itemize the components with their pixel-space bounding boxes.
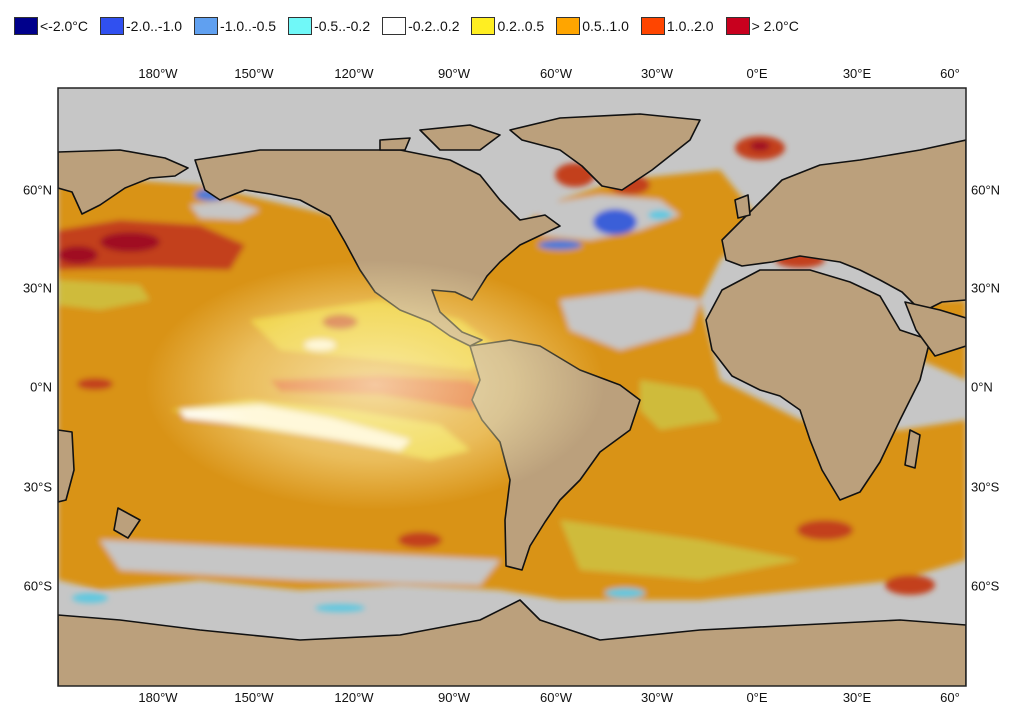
lon-tick: 30°W [641,690,673,705]
lon-tick: 120°W [334,690,374,705]
lat-tick: 30°N [971,280,1001,296]
legend-label: -1.0..-0.5 [220,18,277,34]
legend-swatch [640,17,665,35]
lon-tick: 150°W [234,690,274,705]
legend-item: -2.0..-1.0 [100,17,182,35]
legend-item: -0.5..-0.2 [288,17,370,35]
lon-tick: 180°W [138,66,178,81]
legend-label: 0.5..1.0 [582,18,629,34]
lat-tick: 60°N [22,182,52,198]
legend-swatch [14,17,38,35]
land-eurasia [721,139,966,313]
legend-swatch [556,17,581,35]
lon-tick: 30°E [842,690,872,705]
land-arabia [904,301,966,357]
lat-tick: 60°S [23,578,52,594]
legend-item: 0.2..0.5 [471,17,544,35]
legend-item: 1.0..2.0 [640,17,714,35]
lon-tick: 150°W [234,66,274,81]
legend-swatch [725,17,750,35]
lat-tick: 30°S [971,479,1000,495]
land-greenland [509,113,701,191]
lon-tick: 60°W [540,66,572,81]
lat-tick: 30°N [22,280,52,296]
land-antarctica [58,599,966,686]
legend-label: > 2.0°C [751,18,799,34]
map-frame [57,87,967,687]
land-africa [705,269,931,501]
legend-label: -0.5..-0.2 [314,18,371,34]
legend-item: -1.0..-0.5 [194,17,276,35]
lat-tick: 0°N [30,379,52,395]
legend-label: -0.2..0.2 [408,18,460,34]
land-australia [58,429,75,503]
land-new-zealand [113,507,141,539]
land-british-isles [734,194,751,219]
highlight-glow [145,260,605,510]
lon-tick: 90°W [438,66,470,81]
lat-tick: 60°N [971,182,1001,198]
legend: <-2.0°C -2.0..-1.0 -1.0..-0.5 -0.5..-0.2… [14,17,811,35]
lon-tick: 30°W [641,66,673,81]
land-madagascar [904,429,921,469]
lon-tick: 0°E [746,66,768,81]
lon-tick: 60°W [540,690,572,705]
legend-label: 0.2..0.5 [497,18,545,34]
lon-tick: 60° [940,66,960,81]
lat-tick: 60°S [971,578,1000,594]
legend-label: 1.0..2.0 [666,18,714,34]
legend-swatch [471,17,496,35]
legend-swatch [194,17,219,35]
legend-item: 0.5..1.0 [556,17,629,35]
legend-item: > 2.0°C [725,17,799,35]
lon-tick: 180°W [138,690,178,705]
legend-label: <-2.0°C [40,18,89,34]
lat-tick: 30°S [23,479,52,495]
legend-swatch [382,17,407,35]
lon-tick: 90°W [438,690,470,705]
lon-tick: 30°E [842,66,872,81]
legend-swatch [288,17,313,35]
lon-tick: 0°E [746,690,768,705]
lon-tick: 120°W [334,66,374,81]
legend-item: <-2.0°C [14,17,88,35]
legend-swatch [100,17,125,35]
lon-tick: 60° [940,690,960,705]
land-siberia [58,149,189,215]
lat-tick: 0°N [971,379,993,395]
legend-item: -0.2..0.2 [382,17,459,35]
land-arctic-islands [379,124,501,151]
legend-label: -2.0..-1.0 [126,18,183,34]
